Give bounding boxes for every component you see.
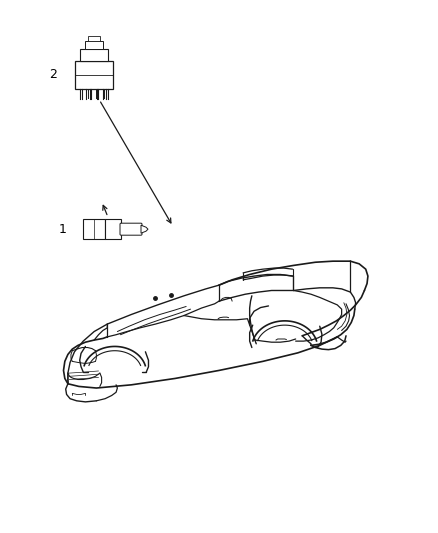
Bar [105,219,121,239]
FancyBboxPatch shape [120,223,142,235]
FancyBboxPatch shape [83,219,105,239]
Bar [80,49,108,61]
Bar [88,36,100,41]
Text: 2: 2 [49,68,57,81]
Polygon shape [141,225,148,233]
Text: 1: 1 [59,223,67,236]
Bar [75,61,113,88]
Bar [85,41,103,49]
